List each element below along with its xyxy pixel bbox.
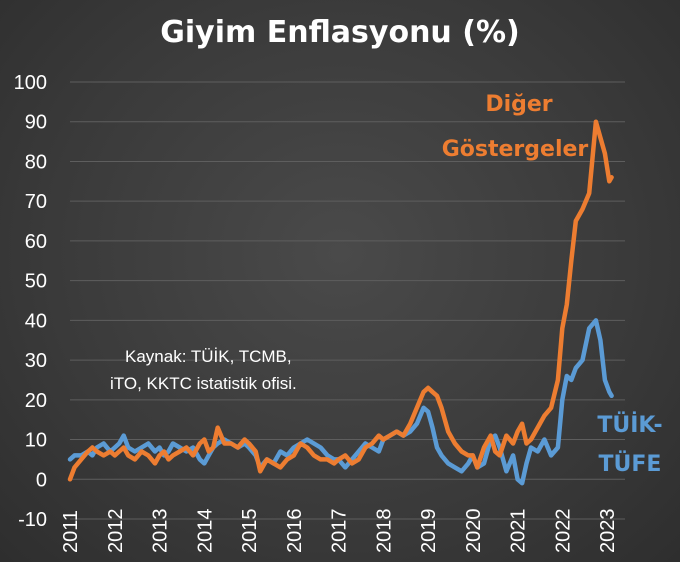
x-tick-label: 2011 bbox=[60, 510, 82, 553]
y-tick-label: 40 bbox=[25, 310, 47, 332]
x-tick-label: 2022 bbox=[552, 509, 574, 554]
y-tick-label: 50 bbox=[25, 271, 47, 293]
y-tick-label: 20 bbox=[25, 390, 47, 412]
x-axis-ticks: 2011 2012 2013 2014 2015 2016 2017 2018 2019 2020… bbox=[60, 509, 619, 554]
source-line-1: Kaynak: TÜİK, TCMB, bbox=[125, 347, 292, 366]
series-line bbox=[67, 318, 614, 486]
series-label-tuik-line-2: TÜFE bbox=[599, 451, 662, 477]
y-tick-label: 80 bbox=[25, 151, 47, 173]
y-tick-label: 70 bbox=[25, 191, 47, 213]
y-tick-label: 30 bbox=[25, 350, 47, 372]
x-tick-label: 2021 bbox=[508, 509, 530, 554]
source-line-2: iTO, KKTC istatistik ofisi. bbox=[110, 374, 297, 393]
x-tick-label: 2023 bbox=[597, 509, 619, 554]
x-tick-label: 2013 bbox=[150, 509, 172, 554]
series-label-diger-line-2: Göstergeler bbox=[442, 137, 589, 162]
series-lines bbox=[67, 119, 614, 486]
series-label-diger: Diğer Göstergeler bbox=[442, 92, 589, 162]
x-tick-label: 2018 bbox=[373, 509, 395, 554]
x-tick-label: 2016 bbox=[284, 509, 306, 554]
y-tick-label: 10 bbox=[25, 430, 47, 452]
x-tick-label: 2012 bbox=[105, 509, 127, 554]
x-tick-label: 2019 bbox=[418, 509, 440, 554]
y-tick-label: 60 bbox=[25, 231, 47, 253]
series-line bbox=[67, 119, 614, 482]
y-tick-label: 90 bbox=[25, 112, 47, 134]
source-note: Kaynak: TÜİK, TCMB, iTO, KKTC istatistik… bbox=[110, 347, 297, 393]
y-tick-label: 100 bbox=[14, 72, 47, 94]
grid-lines bbox=[70, 81, 625, 520]
series-label-diger-line-1: Diğer bbox=[485, 92, 552, 117]
series-label-tuik-line-1: TÜİK- bbox=[597, 412, 662, 438]
x-tick-label: 2017 bbox=[329, 509, 351, 554]
y-tick-label: 0 bbox=[36, 469, 47, 491]
chart-title: Giyim Enflasyonu (%) bbox=[160, 15, 519, 50]
y-tick-label: -10 bbox=[18, 509, 47, 531]
x-tick-label: 2015 bbox=[239, 509, 261, 554]
series-label-tuik: TÜİK- TÜFE bbox=[597, 412, 662, 477]
x-tick-label: 2014 bbox=[194, 509, 216, 554]
x-tick-label: 2020 bbox=[463, 509, 485, 554]
y-axis-ticks: -10 0 10 20 30 40 50 60 70 80 90 100 bbox=[14, 72, 47, 531]
